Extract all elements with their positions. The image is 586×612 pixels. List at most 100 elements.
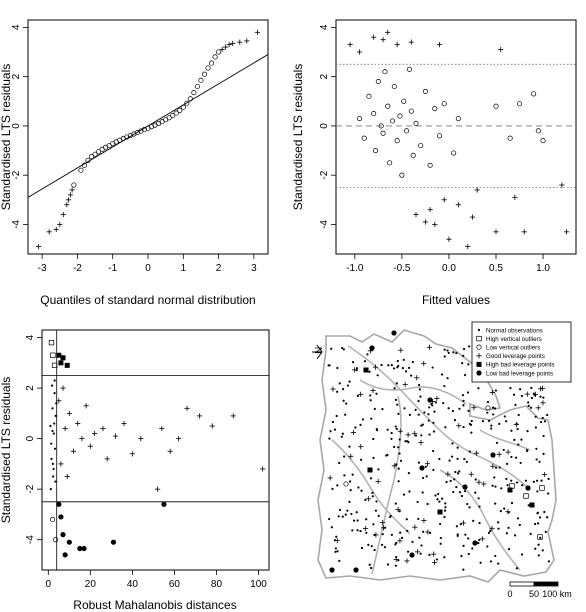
data-point (432, 106, 438, 112)
map-observation-dot (377, 468, 380, 471)
map-observation-dot (456, 472, 460, 475)
map-observation-dot (329, 430, 332, 433)
map-observation-dot (364, 498, 367, 501)
data-point (451, 150, 457, 156)
map-observation-dot (385, 454, 388, 457)
map-observation-dot (438, 457, 441, 461)
map-observation-dot (472, 519, 475, 522)
map-observation-dot (527, 404, 530, 407)
map-observation-dot (380, 363, 383, 367)
map-observation-dot (342, 348, 345, 351)
map-observation-dot (423, 411, 426, 414)
x-tick-label: -2 (73, 263, 82, 274)
map-observation-dot (444, 502, 447, 505)
map-observation-dot (381, 407, 384, 411)
map-observation-dot (486, 411, 489, 414)
map-observation-dot (369, 477, 373, 480)
data-point (58, 360, 64, 366)
data-point (129, 451, 135, 457)
map-observation-dot (520, 438, 523, 441)
map-observation-dot (447, 407, 450, 410)
data-point (385, 29, 391, 35)
map-observation-dot (460, 555, 463, 558)
map-observation-dot (337, 515, 340, 518)
data-point (408, 108, 414, 114)
data-point (53, 379, 56, 382)
map-observation-dot (469, 423, 473, 426)
data-point (559, 182, 565, 188)
data-point (521, 229, 527, 235)
data-point (159, 425, 165, 432)
data-point (401, 98, 407, 104)
map-observation-dot (341, 432, 344, 435)
map-observation-dot (328, 517, 331, 521)
map-observation-dot (520, 553, 524, 556)
data-point (371, 111, 377, 117)
map-observation-dot (507, 548, 511, 551)
x-tick-label: 0.0 (442, 263, 456, 274)
map-observation-plus (330, 386, 336, 392)
map-observation-plus (431, 551, 437, 557)
map-observation-dot (370, 545, 373, 548)
data-point (535, 128, 541, 134)
map-observation-dot (334, 550, 337, 553)
map-observation-dot (422, 476, 425, 480)
data-point (62, 552, 68, 558)
map-observation-dot (465, 460, 468, 463)
map-observation-dot (428, 406, 431, 409)
x-axis-label: Robust Mahalanobis distances (73, 598, 236, 612)
map-observation-dot (466, 502, 469, 506)
map-observation-plus (412, 431, 418, 437)
map-observation-dot (395, 427, 398, 431)
data-point (100, 425, 106, 432)
y-tick-label: 4 (25, 334, 36, 340)
data-point (83, 403, 89, 409)
map-observation-dot (543, 420, 547, 423)
map-observation-dot (414, 434, 418, 437)
data-point (254, 29, 261, 35)
map-observation-dot (398, 452, 401, 455)
map-observation-dot (443, 509, 447, 512)
map-observation-dot (406, 550, 410, 553)
data-point (356, 49, 363, 55)
x-tick-label: 0 (145, 263, 151, 274)
data-point (81, 545, 87, 552)
map-observation-dot (468, 450, 471, 453)
legend-label: High bad leverage points (486, 362, 554, 369)
map-observation-filled-circle (409, 552, 415, 558)
map-observation-dot (372, 523, 375, 526)
data-point (91, 430, 98, 437)
data-point (209, 423, 215, 429)
map-observation-dot (419, 395, 422, 398)
map-observation-plus (460, 520, 467, 526)
y-tick-label: -2 (11, 170, 22, 179)
data-point (60, 355, 66, 361)
map-observation-dot (494, 389, 498, 392)
map-observation-dot (338, 508, 342, 512)
axis-ticks: 0 20 40 60 80 100 -4 -2 0 2 4 (25, 334, 267, 590)
data-point (176, 436, 182, 442)
map-observation-filled-circle (525, 485, 531, 491)
map-observation-dot (536, 479, 539, 482)
data-point (540, 138, 546, 144)
map-observation-dot (365, 531, 368, 534)
x-axis-label: Quantiles of standard normal distributio… (40, 293, 255, 307)
data-point (51, 462, 55, 465)
x-tick-label: 0.5 (489, 263, 503, 274)
map-observation-dot (542, 452, 545, 455)
map-observation-dot (462, 425, 465, 429)
data-point (53, 392, 56, 395)
data-point (244, 38, 250, 44)
data-point (563, 229, 570, 235)
map-observation-dot (335, 535, 338, 538)
map-observation-dot (396, 366, 399, 369)
data-point (55, 402, 58, 405)
x-tick-label: 100 (250, 579, 267, 590)
map-observation-dot (375, 392, 378, 395)
plot-frame (335, 19, 577, 255)
map-observation-dot (470, 431, 473, 434)
data-point (380, 130, 386, 136)
y-tick-label: 4 (319, 24, 330, 30)
data-point (201, 71, 208, 77)
map-observation-filled-square (363, 367, 369, 373)
